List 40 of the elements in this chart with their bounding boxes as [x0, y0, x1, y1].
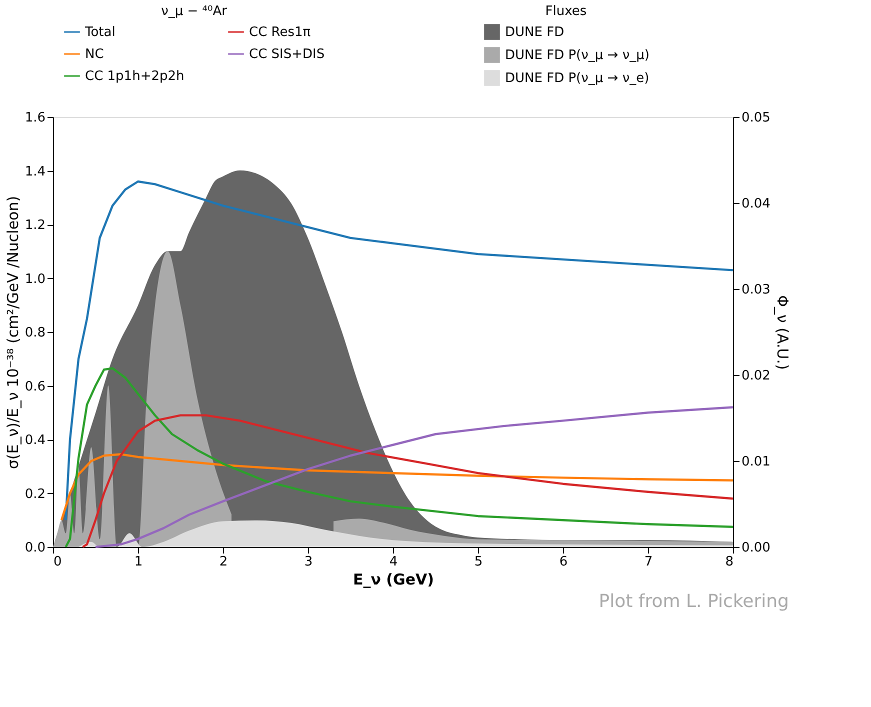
y-tick-label: 0.4 — [24, 433, 46, 448]
x-tick-label: 3 — [304, 554, 313, 570]
y-tick-label: 0.6 — [24, 379, 46, 394]
legend-label: CC 1p1h+2p2h — [85, 69, 184, 84]
x-tick-label: 8 — [725, 554, 734, 570]
y2-axis-title: Φ_ν (A.U.) — [773, 295, 792, 370]
legend-label: NC — [85, 47, 104, 62]
x-tick-label: 1 — [134, 554, 143, 570]
y2-tick-label: 0.05 — [742, 110, 770, 126]
x-tick-label: 2 — [219, 554, 228, 570]
legend-label: DUNE FD — [505, 25, 564, 40]
y2-tick-label: 0.00 — [742, 540, 770, 556]
y2-tick-label: 0.01 — [742, 454, 770, 470]
y-tick-label: 0.8 — [24, 326, 46, 340]
y-tick-label: 1.4 — [24, 164, 46, 180]
line-series — [60, 453, 734, 522]
x-tick-label: 5 — [474, 554, 483, 570]
y-tick-label: 1.6 — [24, 110, 46, 126]
y-tick-label: 1.0 — [24, 272, 46, 287]
text: Plot from L. Pickering — [598, 591, 789, 612]
y2-tick-label: 0.03 — [742, 282, 770, 298]
line-series — [64, 367, 734, 548]
legend-label: CC SIS+DIS — [249, 47, 325, 62]
x-tick-label: 4 — [389, 554, 398, 570]
x-tick-label: 7 — [644, 554, 653, 570]
text: Fluxes — [545, 4, 587, 19]
y-tick-label: 0.0 — [24, 540, 46, 556]
legend-label: Total — [84, 25, 116, 40]
x-tick-label: 0 — [54, 554, 62, 570]
x-tick-label: 6 — [559, 554, 568, 570]
x-axis-title: E_ν (GeV) — [353, 570, 434, 588]
text: ν_μ − ⁴⁰Ar — [161, 4, 227, 19]
y2-tick-label: 0.04 — [742, 196, 770, 212]
legend-label: CC Res1π — [249, 25, 311, 40]
legend-label: DUNE FD P(ν_μ → ν_e) — [505, 71, 650, 86]
y2-tick-label: 0.02 — [742, 368, 770, 384]
y-tick-label: 0.2 — [24, 486, 46, 502]
y-tick-label: 1.2 — [24, 218, 46, 233]
y-axis-title: σ(E_ν)/E_ν 10⁻³⁸ (cm²/GeV /Nucleon) — [4, 196, 22, 470]
legend-label: DUNE FD P(ν_μ → ν_μ) — [505, 48, 650, 63]
